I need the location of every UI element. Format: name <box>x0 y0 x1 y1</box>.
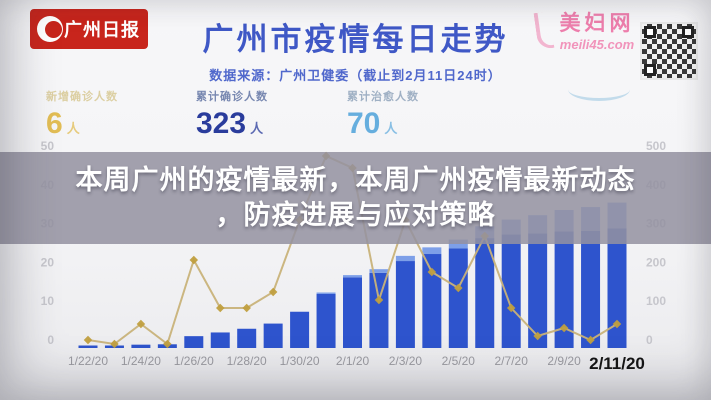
header-title-block: 广州市疫情每日走势 数据来源：广州卫健委（截止到2月11日24时） <box>0 14 711 84</box>
laurel-decoration <box>568 78 630 101</box>
qr-code <box>640 22 698 80</box>
stat-label: 新增确诊人数 <box>46 91 118 103</box>
newspaper-emblem-icon <box>37 16 63 42</box>
stat-label: 累计确诊人数 <box>196 91 268 103</box>
watermark-site-url: meili45.com <box>559 37 635 52</box>
stat-total-cured: 累计治愈人数 70 人 <box>347 88 419 141</box>
svg-text:2/11/20: 2/11/20 <box>589 354 645 373</box>
svg-text:2/3/20: 2/3/20 <box>389 354 423 368</box>
svg-text:0: 0 <box>646 333 653 347</box>
svg-text:20: 20 <box>41 255 55 269</box>
stat-label: 累计治愈人数 <box>347 91 419 103</box>
svg-text:1/30/20: 1/30/20 <box>280 354 320 368</box>
svg-text:500: 500 <box>646 139 666 153</box>
logo-text: 广州日报 <box>64 20 140 40</box>
svg-text:0: 0 <box>47 333 54 347</box>
svg-text:2/1/20: 2/1/20 <box>336 354 370 368</box>
svg-text:1/26/20: 1/26/20 <box>174 354 214 368</box>
svg-text:2/7/20: 2/7/20 <box>495 354 529 368</box>
svg-text:1/22/20: 1/22/20 <box>68 354 108 368</box>
svg-text:200: 200 <box>646 255 666 269</box>
svg-text:1/24/20: 1/24/20 <box>121 354 161 368</box>
headline-line-2: ，防疫进展与应对策略 <box>215 200 496 230</box>
watermark-site-name: 美妇网 <box>559 12 635 35</box>
headline-overlay: 本周广州的疫情最新，本周广州疫情最新动态 ，防疫进展与应对策略 <box>0 152 711 244</box>
guangzhou-daily-logo: 广州日报 <box>30 9 148 49</box>
svg-text:1/28/20: 1/28/20 <box>227 354 267 368</box>
stat-unit: 人 <box>66 121 80 136</box>
svg-text:50: 50 <box>41 139 55 153</box>
headline-line-1: 本周广州的疫情最新，本周广州疫情最新动态 <box>75 165 636 195</box>
svg-text:2/9/20: 2/9/20 <box>547 354 581 368</box>
page-title: 广州市疫情每日走势 <box>202 22 509 57</box>
svg-text:10: 10 <box>41 294 55 308</box>
site-watermark: 美妇网 meili45.com <box>549 7 645 52</box>
data-source-note: 数据来源：广州卫健委（截止到2月11日24时） <box>209 68 502 83</box>
svg-text:2/5/20: 2/5/20 <box>442 354 476 368</box>
stat-unit: 人 <box>250 121 264 136</box>
stat-total-confirmed: 累计确诊人数 323 人 <box>196 88 268 141</box>
stat-unit: 人 <box>384 121 398 136</box>
stat-value: 6 <box>46 107 63 140</box>
svg-text:100: 100 <box>646 294 666 308</box>
stat-value: 70 <box>347 107 381 140</box>
stat-value: 323 <box>196 107 247 140</box>
